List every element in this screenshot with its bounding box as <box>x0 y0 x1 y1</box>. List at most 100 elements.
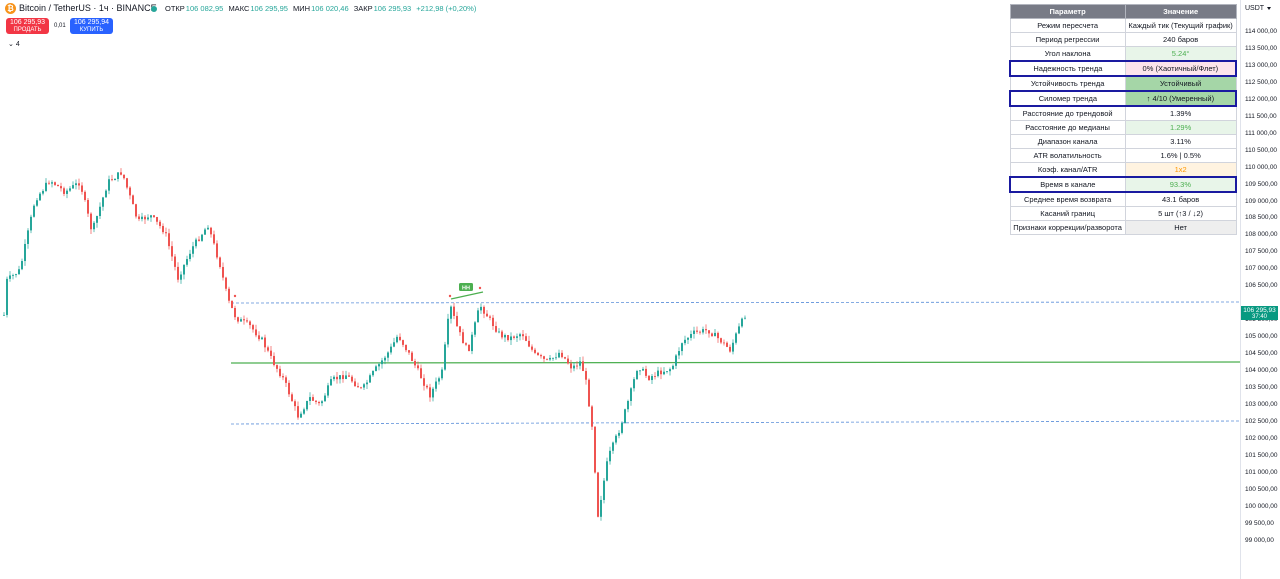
higher-high-label: HH <box>462 286 470 292</box>
candle-body <box>198 239 200 241</box>
price-axis-tick: 113 500,00 <box>1245 44 1278 52</box>
candle-body <box>171 246 173 257</box>
value-cell: 240 баров <box>1124 32 1237 47</box>
candle-body <box>570 363 572 369</box>
price-axis-tick: 100 500,00 <box>1245 485 1278 493</box>
candle-body <box>24 243 26 262</box>
candle-body <box>225 277 227 289</box>
candle-body <box>666 371 668 372</box>
candle-body <box>453 306 455 316</box>
candle-body <box>564 357 566 359</box>
pivot-dot <box>233 294 237 298</box>
candle-body <box>573 365 575 369</box>
candle-body <box>636 370 638 380</box>
candle-body <box>618 432 620 436</box>
candle-body <box>240 319 242 322</box>
candle-body <box>579 361 581 366</box>
candle-body <box>267 347 269 351</box>
candle-body <box>342 375 344 380</box>
candle-body <box>711 333 713 337</box>
buy-button[interactable]: 106 295,94 КУПИТЬ <box>70 18 113 34</box>
price-axis-tick: 111 500,00 <box>1245 112 1277 120</box>
candle-body <box>300 413 302 418</box>
candle-body <box>444 344 446 370</box>
candle-body <box>384 357 386 361</box>
candle-body <box>510 336 512 341</box>
trend-stats-table: Параметр Значение Режим пересчета Каждый … <box>1008 4 1237 235</box>
candle-body <box>348 375 350 377</box>
candle-body <box>120 172 122 175</box>
symbol-title[interactable]: Bitcoin / TetherUS · 1ч · BINANCE <box>19 3 157 13</box>
price-axis[interactable]: USDT 114 000,00 113 500,00 113 000,00 112 5… <box>1240 0 1280 579</box>
price-axis-tick: 103 000,00 <box>1245 400 1278 408</box>
low-label: МИН <box>293 4 311 13</box>
candle-body <box>603 480 605 500</box>
candle-body <box>477 310 479 323</box>
value-cell: 43.1 баров <box>1124 191 1237 207</box>
candle-body <box>213 234 215 244</box>
param-cell: Силомер тренда <box>1008 90 1126 107</box>
candle-body <box>492 317 494 327</box>
candle-body <box>507 334 509 341</box>
channel-lower-line <box>230 420 1240 425</box>
candle-body <box>321 401 323 404</box>
sell-button[interactable]: 106 295,93 ПРОДАТЬ <box>6 18 49 34</box>
candle-body <box>189 253 191 260</box>
price-axis-tick: 107 500,00 <box>1245 248 1278 256</box>
price-axis-tick: 110 000,00 <box>1245 163 1278 171</box>
candle-body <box>192 246 194 254</box>
candle-body <box>72 185 74 189</box>
candle-body <box>36 200 38 206</box>
candle-body <box>669 369 671 372</box>
candle-body <box>126 178 128 188</box>
candle-body <box>222 266 224 278</box>
candle-body <box>75 183 77 186</box>
symbol-header: ₿ Bitcoin / TetherUS · 1ч · BINANCE ОТКР… <box>0 0 1240 18</box>
buy-label: КУПИТЬ <box>79 27 104 33</box>
candle-body <box>681 343 683 352</box>
candle-body <box>561 352 563 358</box>
indicators-toggle[interactable]: ⌄ 4 <box>8 40 20 48</box>
candle-body <box>432 388 434 398</box>
candle-body <box>228 288 230 301</box>
param-cell: Расстояние до трендовой <box>1009 105 1126 121</box>
param-cell: Касаний границ <box>1009 206 1126 221</box>
candle-body <box>210 227 212 235</box>
candle-body <box>693 330 695 335</box>
candle-body <box>429 387 431 398</box>
candle-body <box>723 342 725 344</box>
candle-body <box>315 400 317 402</box>
channel-upper-line <box>230 301 1240 304</box>
price-chart[interactable]: HH <box>0 0 1240 579</box>
candle-body <box>399 336 401 341</box>
value-cell: Устойчивый <box>1124 75 1237 92</box>
candle-body <box>9 275 11 279</box>
bar-countdown: 37:40 <box>1251 314 1267 320</box>
candle-body <box>195 239 197 247</box>
candle-body <box>309 397 311 401</box>
indicators-count: 4 <box>15 41 20 48</box>
candle-body <box>696 330 698 332</box>
candle-body <box>624 409 626 423</box>
candle-body <box>486 313 488 317</box>
value-cell: 1.39% <box>1124 105 1237 121</box>
candle-body <box>105 190 107 198</box>
candle-body <box>735 333 737 343</box>
candle-body <box>288 382 290 395</box>
price-axis-tick: 112 000,00 <box>1245 95 1278 103</box>
candle-body <box>168 233 170 247</box>
candle-body <box>255 329 257 336</box>
candle-body <box>585 371 587 380</box>
currency-selector[interactable]: USDT <box>1245 5 1271 12</box>
candle-body <box>15 274 17 276</box>
candle-body <box>567 358 569 364</box>
candle-body <box>102 197 104 207</box>
table-row: Расстояние до медианы 1.29% <box>1009 120 1237 135</box>
high-value: 106 295,95 <box>250 4 288 13</box>
change-value: +212,98 (+0,20%) <box>416 4 477 13</box>
last-price-value: 106 295,93 <box>1243 307 1276 314</box>
channel-lines <box>230 301 1240 425</box>
candle-body <box>30 216 32 231</box>
candle-body <box>549 357 551 360</box>
value-cell: 5 шт (↑3 / ↓2) <box>1124 206 1237 221</box>
